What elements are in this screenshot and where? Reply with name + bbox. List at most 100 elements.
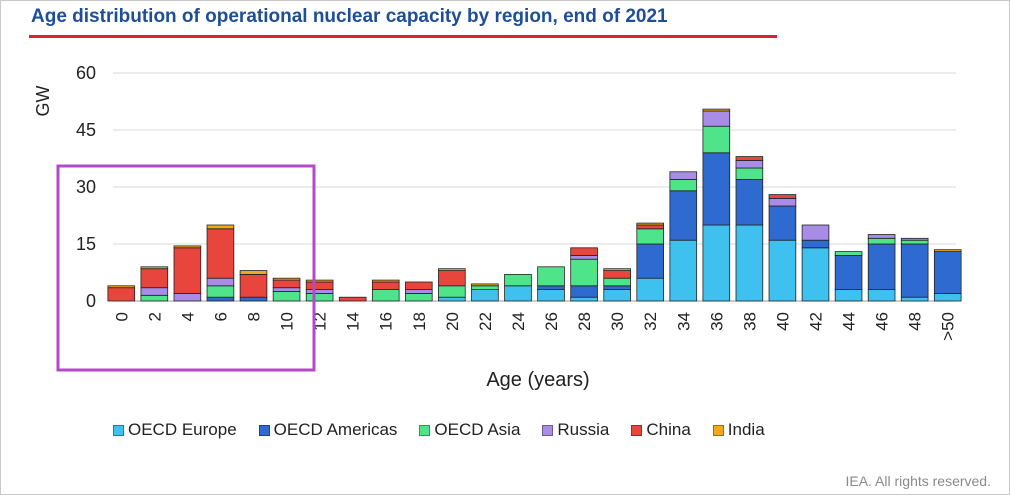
bar-segment — [636, 243, 665, 279]
legend-item: OECD Americas — [258, 420, 397, 440]
bar-segment — [801, 224, 830, 241]
x-tick-label: 44 — [840, 312, 859, 331]
y-tick-label: 30 — [76, 177, 96, 197]
bar-segment — [272, 279, 301, 289]
bar-segment — [669, 239, 698, 302]
bar-segment — [702, 152, 731, 226]
bar-segment — [272, 291, 301, 302]
bar-segment — [140, 287, 169, 296]
bar-segment — [173, 292, 202, 302]
bar-segment — [471, 285, 499, 290]
bar-segment — [933, 251, 962, 294]
bar-segment — [603, 268, 631, 272]
x-tick-label: 32 — [641, 312, 660, 331]
x-tick-label: 36 — [707, 312, 726, 331]
bar-segment — [206, 277, 235, 287]
x-tick-label: 20 — [443, 312, 462, 331]
x-tick-label: 8 — [245, 312, 264, 321]
x-tick-label: 28 — [575, 312, 594, 331]
bar-segment — [570, 258, 598, 287]
bar-segment — [867, 234, 896, 239]
y-tick-labels: 0 15 30 45 60 — [76, 63, 96, 311]
credit-text: IEA. All rights reserved. — [845, 473, 991, 489]
bar-segment — [471, 289, 499, 302]
x-tick-label: 4 — [178, 312, 197, 321]
bar-segment — [735, 167, 764, 180]
bar-segment — [603, 277, 631, 287]
bar-segment — [438, 270, 466, 287]
legend-swatch — [258, 424, 270, 436]
bar-segment — [735, 156, 764, 161]
bar-segment — [636, 277, 665, 302]
x-tick-label: 48 — [906, 312, 925, 331]
bar-segment — [636, 222, 665, 226]
x-tick-label: 10 — [278, 312, 297, 331]
bar-segment — [206, 285, 235, 298]
x-tick-label: 0 — [112, 312, 131, 321]
bar-segment — [206, 296, 235, 302]
bar-segment — [636, 228, 665, 245]
bar-segment — [140, 268, 169, 289]
gridlines — [113, 72, 956, 302]
bar-segment — [305, 289, 334, 294]
bar-segment — [900, 239, 929, 245]
bar-segment — [438, 268, 466, 272]
x-tick-label: 34 — [674, 312, 693, 331]
legend: OECD Europe OECD Americas OECD Asia Russia C… — [113, 420, 787, 440]
title-underline — [29, 35, 777, 38]
legend-label: OECD Europe — [128, 420, 237, 439]
bar-segment — [669, 171, 698, 180]
bar-segment — [900, 296, 929, 302]
x-tick-label: 22 — [476, 312, 495, 331]
x-tick-label: >50 — [939, 312, 958, 341]
bar-segment — [900, 237, 929, 241]
legend-swatch — [419, 424, 431, 436]
bar-segment — [834, 254, 863, 290]
bar-segment — [107, 287, 136, 302]
bar-segment — [239, 273, 268, 298]
bar-segment — [107, 285, 136, 289]
bar-segment — [570, 247, 598, 256]
bar-segment — [834, 251, 863, 256]
bar-segment — [272, 277, 301, 281]
bar-segment — [438, 296, 466, 302]
bar-segment — [768, 197, 797, 207]
bar-segment — [305, 281, 334, 290]
bar-segment — [702, 110, 731, 127]
highlight-box — [56, 164, 316, 372]
bar-segment — [768, 239, 797, 302]
bar-segment — [140, 266, 169, 270]
y-axis-label: GW — [33, 85, 53, 116]
bar-segment — [438, 285, 466, 298]
bar-segment — [570, 254, 598, 260]
bar-segment — [867, 237, 896, 245]
bar-segment — [537, 266, 565, 287]
bar-segment — [239, 270, 268, 275]
bar-segment — [735, 159, 764, 169]
bar-segment — [900, 243, 929, 298]
bar-segment — [471, 283, 499, 287]
bar-segment — [603, 289, 631, 302]
legend-item: OECD Europe — [113, 420, 237, 440]
legend-label: China — [646, 420, 691, 439]
legend-item: OECD Asia — [419, 420, 520, 440]
y-tick-label: 60 — [76, 63, 96, 83]
bar-segment — [702, 224, 731, 302]
x-tick-label: 38 — [740, 312, 759, 331]
bar-segment — [702, 108, 731, 112]
legend-swatch — [631, 424, 643, 436]
bar-segment — [768, 205, 797, 241]
bar-segment — [933, 292, 962, 302]
legend-swatch — [113, 424, 124, 436]
bar-segment — [702, 125, 731, 154]
x-tick-labels: 0 2 4 6 8 10 12 14 16 18 20 22 24 26 28 30 32 34 36 38 40 42 4… — [112, 312, 957, 341]
x-tick-label: 2 — [145, 312, 164, 321]
bar-segment — [669, 190, 698, 241]
bar-segment — [504, 273, 532, 287]
legend-item: India — [712, 420, 765, 440]
bar-segment — [405, 292, 433, 302]
bar-segment — [735, 224, 764, 302]
bar-segment — [867, 243, 896, 290]
